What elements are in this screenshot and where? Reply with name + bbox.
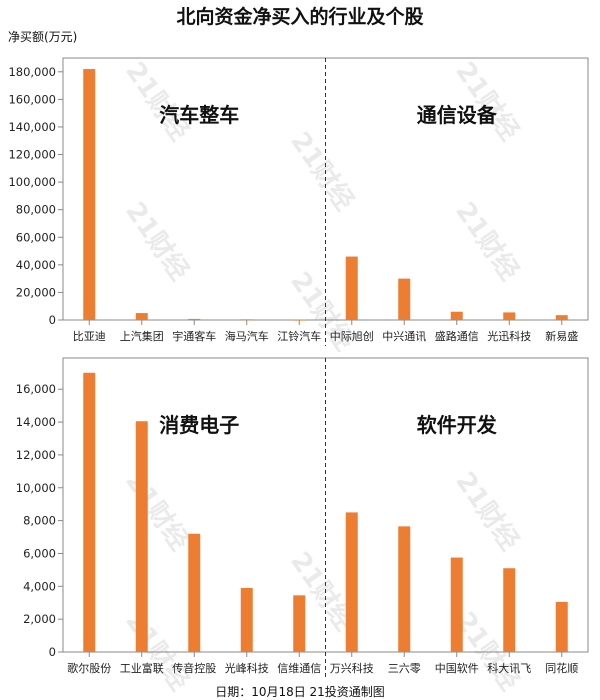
watermark: 21财经: [119, 466, 195, 556]
y-tick-label: 4,000: [23, 579, 56, 593]
bar: [293, 595, 306, 652]
y-tick-label: 12,000: [16, 448, 56, 462]
watermark: 21财经: [449, 466, 525, 556]
x-tick-label: 宇通客车: [172, 329, 216, 343]
bar: [555, 601, 568, 652]
bar: [345, 256, 358, 320]
y-tick-label: 20,000: [16, 285, 56, 299]
x-tick-label: 三六零: [388, 662, 421, 675]
y-tick-label: 120,000: [8, 148, 56, 162]
bar: [240, 587, 253, 652]
y-tick-label: 14,000: [16, 415, 56, 429]
sector-label: 汽车整车: [159, 103, 239, 127]
x-tick-label: 传音控股: [172, 661, 216, 675]
x-tick-label: 光峰科技: [225, 661, 269, 675]
x-tick-label: 工业富联: [120, 661, 164, 675]
sector-label: 消费电子: [159, 413, 239, 437]
y-tick-label: 80,000: [16, 203, 56, 217]
watermark: 21财经: [449, 56, 525, 146]
x-tick-label: 万兴科技: [330, 661, 374, 675]
bar: [135, 421, 148, 652]
x-tick-label: 江铃汽车: [277, 329, 321, 343]
x-tick-label: 中际旭创: [330, 329, 374, 343]
bar: [450, 311, 463, 320]
x-tick-label: 新易盛: [545, 329, 578, 343]
bar: [345, 512, 358, 652]
bar: [83, 69, 96, 320]
x-tick-label: 中兴通讯: [382, 330, 426, 343]
y-tick-label: 0: [49, 313, 56, 327]
y-axis-label: 净买额(万元): [8, 30, 78, 44]
y-tick-label: 6,000: [23, 546, 56, 560]
bar: [188, 533, 201, 652]
bar: [398, 526, 411, 652]
x-tick-label: 盛路通信: [435, 329, 479, 343]
bar: [135, 313, 148, 320]
watermark: 21财经: [284, 126, 360, 216]
y-tick-label: 100,000: [8, 175, 56, 189]
watermark: 21财经: [119, 56, 195, 146]
y-tick-label: 2,000: [23, 612, 56, 626]
watermark: 21财经: [119, 196, 195, 286]
bar: [503, 568, 516, 652]
bar: [398, 278, 411, 320]
y-tick-label: 180,000: [8, 65, 56, 79]
y-tick-label: 0: [49, 645, 56, 659]
bar: [188, 318, 201, 320]
bar: [450, 557, 463, 652]
bar: [503, 312, 516, 320]
y-tick-label: 40,000: [16, 258, 56, 272]
bar: [240, 319, 253, 321]
chart-title: 北向资金净买入的行业及个股: [176, 6, 424, 28]
y-tick-label: 140,000: [8, 120, 56, 134]
x-tick-label: 信维通信: [277, 662, 321, 675]
watermark: 21财经: [449, 196, 525, 286]
y-tick-label: 60,000: [16, 230, 56, 244]
footer-note: 日期：10月18日 21投资通制图: [215, 685, 385, 699]
x-tick-label: 歌尔股份: [67, 661, 111, 675]
x-tick-label: 海马汽车: [225, 329, 269, 343]
bar: [555, 315, 568, 320]
bar: [83, 372, 96, 652]
x-tick-label: 同花顺: [545, 662, 578, 675]
sector-label: 软件开发: [417, 413, 498, 437]
x-tick-label: 光迅科技: [487, 329, 531, 343]
x-tick-label: 上汽集团: [120, 329, 164, 343]
y-tick-label: 8,000: [23, 514, 56, 528]
y-tick-label: 10,000: [16, 481, 56, 495]
x-tick-label: 中国软件: [435, 661, 479, 675]
y-tick-label: 160,000: [8, 92, 56, 106]
y-tick-label: 16,000: [16, 382, 56, 396]
x-tick-label: 比亚迪: [73, 330, 106, 343]
x-tick-label: 科大讯飞: [487, 661, 531, 675]
sector-label: 通信设备: [417, 103, 498, 127]
